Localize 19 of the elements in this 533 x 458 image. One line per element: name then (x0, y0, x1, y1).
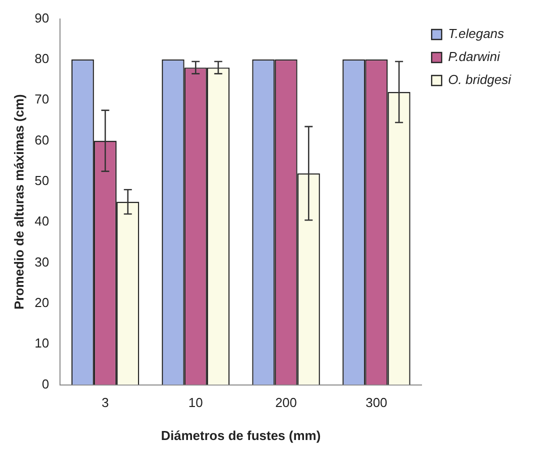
x-axis-title: Diámetros de fustes (mm) (161, 428, 321, 443)
y-tick-label: 20 (34, 295, 50, 310)
legend-label: O. bridgesi (448, 72, 512, 88)
y-axis-title: Promedio de alturas máximas (cm) (11, 94, 26, 310)
y-tick-label: 10 (34, 336, 50, 351)
y-tick-label: 80 (34, 51, 50, 66)
legend-label: T.elegans (448, 26, 505, 42)
x-tick-label: 3 (102, 395, 109, 410)
y-tick-label: 90 (34, 10, 50, 26)
x-tick-label: 200 (275, 395, 297, 410)
y-tick-label: 70 (34, 92, 50, 107)
y-tick-label: 30 (34, 254, 50, 270)
x-tick-label: 10 (188, 395, 203, 410)
y-tick-label: 60 (34, 132, 50, 148)
legend-label: P.darwini (448, 49, 502, 64)
y-tick-label: 0 (42, 376, 50, 392)
y-tick-label: 40 (34, 214, 50, 229)
x-tick-label: 300 (366, 395, 388, 410)
y-tick-label: 50 (34, 173, 50, 188)
